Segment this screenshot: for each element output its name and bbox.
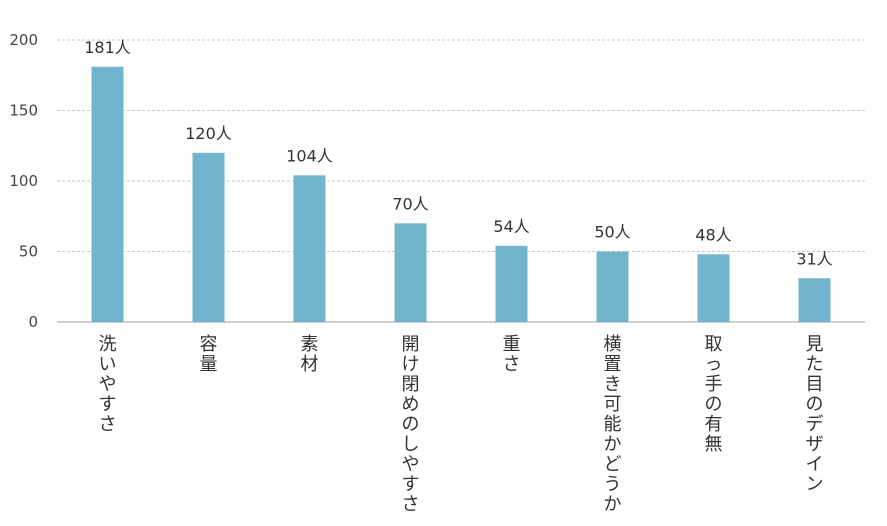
bar bbox=[192, 152, 225, 322]
category-label: 容量 bbox=[200, 334, 218, 375]
data-label: 48人 bbox=[695, 225, 731, 244]
category-label: 開け閉めのしやすさ bbox=[402, 334, 420, 515]
y-tick-label: 50 bbox=[19, 243, 38, 261]
bar bbox=[798, 278, 831, 322]
y-tick-label: 0 bbox=[28, 313, 38, 331]
bar bbox=[596, 251, 629, 322]
category-label: 重さ bbox=[503, 334, 521, 375]
bar bbox=[394, 223, 427, 322]
data-label: 70人 bbox=[392, 194, 428, 213]
bar bbox=[495, 245, 528, 322]
category-label: 横置き可能かどうか bbox=[604, 334, 622, 515]
y-tick-label: 100 bbox=[9, 172, 38, 190]
data-label: 120人 bbox=[185, 124, 232, 143]
bar bbox=[293, 175, 326, 322]
category-label: 洗いやすさ bbox=[99, 334, 117, 435]
data-label: 181人 bbox=[84, 38, 131, 57]
data-label: 104人 bbox=[286, 146, 333, 165]
category-label: 素材 bbox=[301, 334, 319, 375]
bar bbox=[91, 66, 124, 322]
y-tick-label: 150 bbox=[9, 102, 38, 120]
data-label: 31人 bbox=[796, 249, 832, 268]
bar bbox=[697, 254, 730, 322]
category-label: 取っ手の有無 bbox=[705, 334, 723, 455]
category-label: 見た目のデザイン bbox=[806, 334, 824, 495]
data-label: 54人 bbox=[493, 217, 529, 236]
data-label: 50人 bbox=[594, 223, 630, 242]
y-tick-label: 200 bbox=[9, 31, 38, 49]
